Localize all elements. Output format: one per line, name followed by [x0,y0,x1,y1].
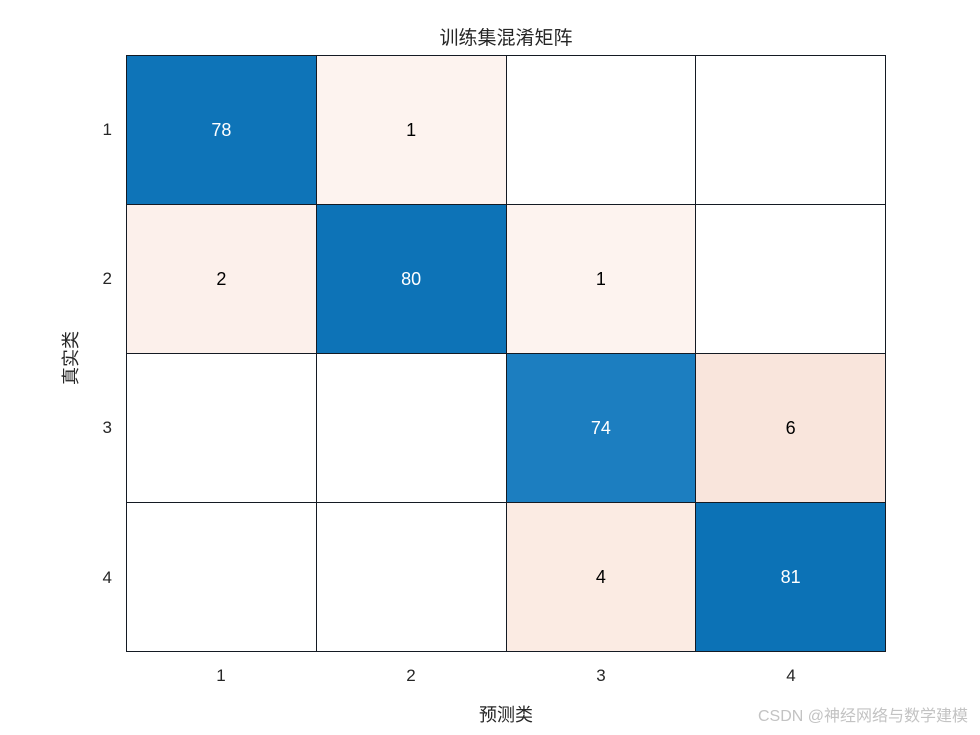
matrix-cell-r2-c3: 1 [506,205,696,353]
matrix-cell-r4-c3: 4 [506,503,696,651]
matrix-cell-r1-c1: 78 [127,56,316,204]
y-axis-label: 真实类 [61,331,81,385]
matrix-cell-r4-c4: 81 [696,503,885,651]
x-axis-label: 预测类 [479,705,533,725]
matrix-cell-r1-c2: 1 [316,56,506,204]
y-axis-tick-4: 4 [102,568,112,587]
confusion-matrix-grid: 78 1 2 80 1 74 6 4 81 [126,55,886,652]
matrix-cell-r4-c2 [316,503,506,651]
x-axis-tick-3: 3 [596,666,606,685]
y-axis-tick-3: 3 [102,418,112,437]
matrix-cell-r2-c2: 80 [316,205,506,353]
y-axis-tick-1: 1 [102,120,112,139]
x-axis-tick-2: 2 [406,666,416,685]
matrix-cell-r3-c3: 74 [506,354,696,502]
x-axis-ticks: 1 2 3 4 [126,666,886,686]
matrix-cell-r1-c4 [696,56,885,204]
matrix-cell-r3-c1 [127,354,316,502]
matrix-cell-r3-c2 [316,354,506,502]
watermark-text: CSDN @神经网络与数学建模 [757,708,968,725]
y-axis-tick-2: 2 [102,269,112,288]
matrix-cell-r3-c4: 6 [696,354,885,502]
x-axis-tick-4: 4 [786,666,796,685]
matrix-cell-r2-c4 [696,205,885,353]
matrix-cell-r1-c3 [506,56,696,204]
matrix-cell-r4-c1 [127,503,316,651]
chart-title: 训练集混淆矩阵 [439,28,573,49]
matrix-cell-r2-c1: 2 [127,205,316,353]
x-axis-tick-1: 1 [216,666,226,685]
